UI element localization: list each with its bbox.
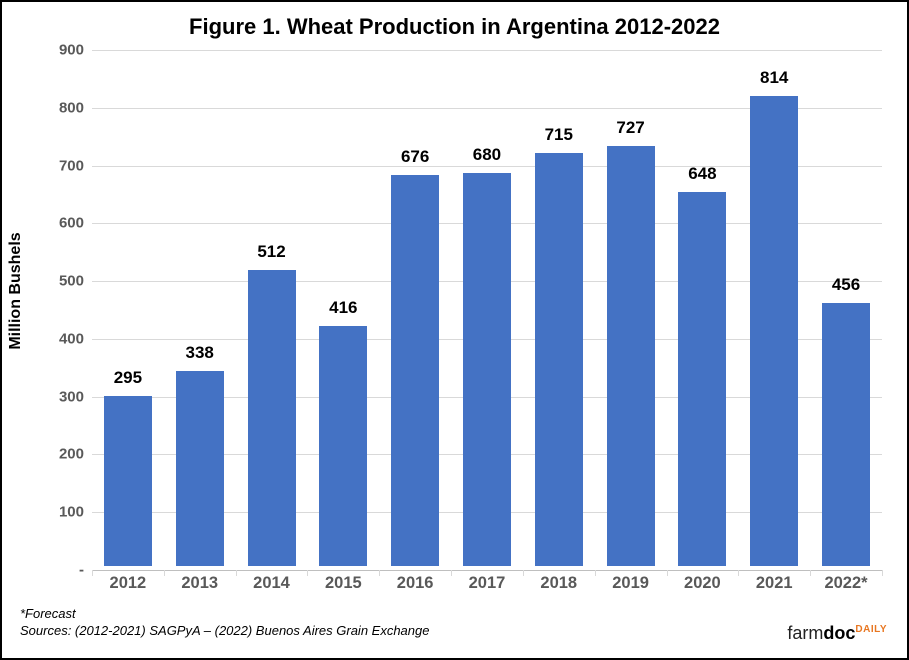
brand-suffix: DAILY [855,624,887,635]
bar-group: 6802017 [451,173,523,566]
bar [822,303,870,566]
bar-data-label: 648 [688,164,716,184]
x-tick-mark [810,570,811,576]
x-tick-mark [379,570,380,576]
x-tick-label: 2022* [824,574,867,593]
bar-data-label: 512 [257,242,285,262]
bar-data-label: 715 [545,125,573,145]
y-axis-label: Million Bushels [7,232,25,349]
x-tick-label: 2018 [540,574,577,593]
y-tick-label: 400 [44,330,84,347]
forecast-note: *Forecast [20,606,429,623]
x-tick-label: 2021 [756,574,793,593]
x-tick-label: 2019 [612,574,649,593]
x-tick-label: 2020 [684,574,721,593]
bar-data-label: 814 [760,68,788,88]
bar-data-label: 676 [401,147,429,167]
bar [535,153,583,566]
x-tick-mark [667,570,668,576]
gridline [92,570,882,571]
bar-group: 5122014 [236,270,308,566]
x-tick-mark [164,570,165,576]
footer-notes: *Forecast Sources: (2012-2021) SAGPyA – … [20,606,429,640]
chart-title: Figure 1. Wheat Production in Argentina … [2,2,907,40]
y-tick-label: - [44,562,84,579]
bar-group: 6762016 [379,175,451,566]
bar [391,175,439,566]
bars-container: 2952012338201351220144162015676201668020… [92,46,882,566]
x-tick-mark [451,570,452,576]
bar-data-label: 338 [186,343,214,363]
bar [750,96,798,566]
bar-group: 4162015 [307,326,379,566]
bar-group: 7152018 [523,153,595,566]
bar [678,192,726,566]
x-tick-label: 2016 [397,574,434,593]
bar [463,173,511,566]
y-tick-label: 500 [44,273,84,290]
x-tick-label: 2014 [253,574,290,593]
bar [319,326,367,566]
x-tick-label: 2013 [181,574,218,593]
bar-group: 7272019 [595,146,667,566]
x-tick-label: 2015 [325,574,362,593]
bar-group: 3382013 [164,371,236,566]
x-tick-label: 2012 [110,574,147,593]
y-tick-label: 600 [44,215,84,232]
x-tick-mark [523,570,524,576]
bar-data-label: 456 [832,275,860,295]
y-tick-label: 200 [44,446,84,463]
x-tick-mark [92,570,93,576]
bar-group: 2952012 [92,396,164,566]
bar-group: 8142021 [738,96,810,566]
brand-mid: doc [823,623,855,643]
brand-prefix: farm [787,623,823,643]
bar-data-label: 680 [473,145,501,165]
bar [248,270,296,566]
sources-note: Sources: (2012-2021) SAGPyA – (2022) Bue… [20,623,429,640]
bar-data-label: 295 [114,368,142,388]
y-tick-label: 900 [44,42,84,59]
y-tick-label: 700 [44,157,84,174]
chart-container: Figure 1. Wheat Production in Argentina … [0,0,909,660]
y-tick-label: 800 [44,99,84,116]
x-tick-label: 2017 [469,574,506,593]
x-tick-mark [882,570,883,576]
x-tick-mark [595,570,596,576]
x-tick-mark [307,570,308,576]
bar [104,396,152,566]
bar-group: 6482020 [667,192,739,566]
bar-group: 4562022* [810,303,882,566]
bar-data-label: 416 [329,298,357,318]
bar [176,371,224,566]
x-tick-mark [738,570,739,576]
bar [607,146,655,566]
y-tick-label: 300 [44,388,84,405]
bar-data-label: 727 [616,118,644,138]
brand-logo: farmdocDAILY [787,623,887,644]
x-tick-mark [236,570,237,576]
y-tick-label: 100 [44,504,84,521]
